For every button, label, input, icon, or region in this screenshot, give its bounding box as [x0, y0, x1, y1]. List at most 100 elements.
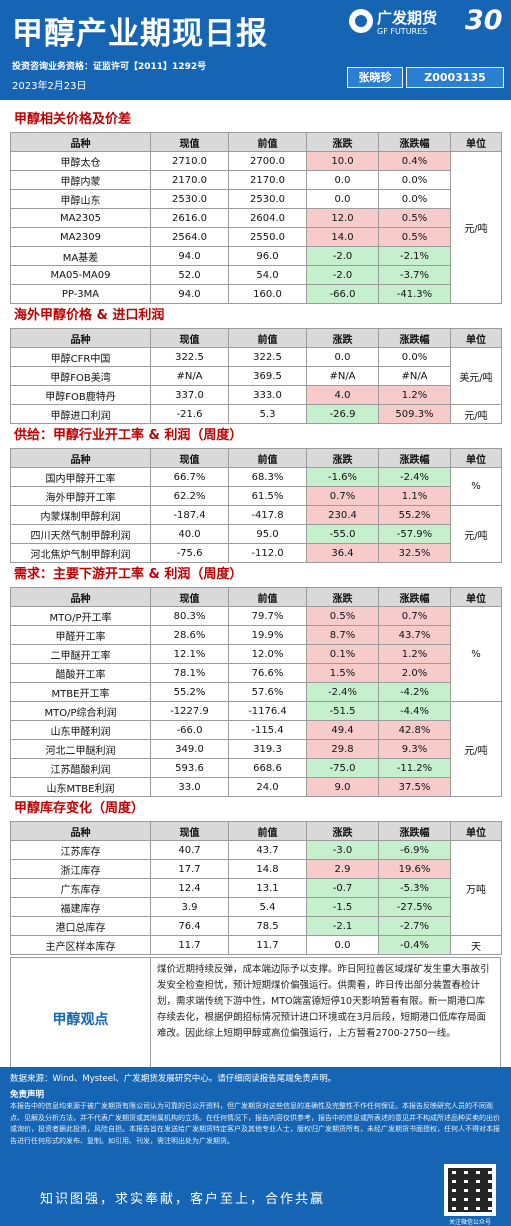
table-cell: 4.0 [306, 385, 379, 405]
column-header: 涨跌幅 [378, 587, 451, 607]
table-cell: 94.0 [150, 284, 229, 304]
table-cell: 0.5% [378, 208, 451, 228]
table-cell: 40.0 [150, 524, 229, 544]
table-cell: 0.0 [306, 189, 379, 209]
table-row: 主产区样本库存 11.7 11.7 0.0 -0.4% 天 [10, 935, 502, 955]
table-cell: -27.5% [378, 897, 451, 917]
table-cell: MA2309 [10, 227, 151, 247]
table-cell: 32.5% [378, 543, 451, 563]
column-header: 涨跌 [306, 821, 379, 841]
table-cell: 港口总库存 [10, 916, 151, 936]
table-cell: 主产区样本库存 [10, 935, 151, 955]
column-header: 前值 [228, 132, 307, 152]
column-header: 涨跌 [306, 328, 379, 348]
table-row: 广东库存 12.4 13.1 -0.7 -5.3% [10, 878, 502, 898]
license-text: 投资咨询业务资格：证监许可【2011】1292号 [12, 62, 207, 72]
table-cell: 0.0 [306, 935, 379, 955]
table-cell: 2530.0 [150, 189, 229, 209]
table-row: 福建库存 3.9 5.4 -1.5 -27.5% [10, 897, 502, 917]
table-cell: 333.0 [228, 385, 307, 405]
table-cell: 二甲醚开工率 [10, 644, 151, 664]
table-cell: -4.4% [378, 701, 451, 721]
table-cell: 江苏醋酸利润 [10, 758, 151, 778]
table-cell: 80.3% [150, 606, 229, 626]
table-cell: 甲醛开工率 [10, 625, 151, 645]
table-cell: 33.0 [150, 777, 229, 797]
table-cell: -1.5 [306, 897, 379, 917]
column-header: 品种 [10, 328, 151, 348]
table-cell: 1.5% [306, 663, 379, 683]
table-cell: 76.6% [228, 663, 307, 683]
table-cell: 0.0% [378, 189, 451, 209]
table-cell: -3.0 [306, 840, 379, 860]
table-cell: -75.6 [150, 543, 229, 563]
table-cell: 0.0% [378, 170, 451, 190]
table-row: MA2309 2564.0 2550.0 14.0 0.5% [10, 227, 502, 247]
table-cell: 1.2% [378, 385, 451, 405]
table-cell: -1227.9 [150, 701, 229, 721]
table-cell: 13.1 [228, 878, 307, 898]
table-cell: 0.5% [306, 606, 379, 626]
table-cell: 54.0 [228, 265, 307, 285]
table-cell: 2564.0 [150, 227, 229, 247]
report-footer: 数据来源：Wind、Mysteel、广发期货发展研究中心。请仔细阅读报告尾端免责… [0, 1067, 511, 1226]
column-header: 单位 [450, 448, 502, 468]
table-cell: 68.3% [228, 467, 307, 487]
logo-cn-text: 广发期货 [377, 9, 438, 27]
column-header: 现值 [150, 587, 229, 607]
table-cell: 5.3 [228, 404, 307, 424]
table-cell: 349.0 [150, 739, 229, 759]
table-cell: -1.6% [306, 467, 379, 487]
column-header: 现值 [150, 328, 229, 348]
table-cell: 19.6% [378, 859, 451, 879]
table-header-row: 品种 现值 前值 涨跌 涨跌幅 单位 [10, 587, 502, 607]
table-cell: -21.6 [150, 404, 229, 424]
unit-cell: 元/吨 [450, 505, 502, 563]
table-cell: -417.8 [228, 505, 307, 525]
table-cell: 96.0 [228, 246, 307, 266]
table-header-row: 品种 现值 前值 涨跌 涨跌幅 单位 [10, 328, 502, 348]
section-title: 供给：甲醇行业开工率 & 利润（周度） [14, 428, 243, 443]
company-logo: 广发期货 GF FUTURES 30 [349, 5, 505, 51]
table-cell: -187.4 [150, 505, 229, 525]
qr-code-icon [448, 1168, 492, 1212]
unit-cell: 元/吨 [450, 151, 502, 304]
table-row: 河北二甲醚利润 349.0 319.3 29.8 9.3% [10, 739, 502, 759]
table-cell: 四川天然气制甲醇利润 [10, 524, 151, 544]
table-cell: 2170.0 [228, 170, 307, 190]
table-cell: 2.9 [306, 859, 379, 879]
table-cell: 28.6% [150, 625, 229, 645]
report-header: 甲醇产业期现日报 广发期货 GF FUTURES 30 投资咨询业务资格：证监许… [0, 0, 511, 100]
table-cell: 0.0 [306, 170, 379, 190]
view-label: 甲醇观点 [11, 958, 151, 1080]
table-cell: -112.0 [228, 543, 307, 563]
section-table: 品种 现值 前值 涨跌 涨跌幅 单位 江苏库存 40.7 43.7 -3.0 -6.9% 万吨 浙江库存… [10, 821, 502, 955]
table-cell: 230.4 [306, 505, 379, 525]
table-cell: MTO/P开工率 [10, 606, 151, 626]
table-cell: 369.5 [228, 366, 307, 386]
column-header: 涨跌 [306, 132, 379, 152]
table-cell: -51.5 [306, 701, 379, 721]
logo-en-text: GF FUTURES [377, 27, 428, 36]
table-cell: MA05-MA09 [10, 265, 151, 285]
column-header: 涨跌幅 [378, 448, 451, 468]
table-header-row: 品种 现值 前值 涨跌 涨跌幅 单位 [10, 448, 502, 468]
table-cell: 山东MTBE利润 [10, 777, 151, 797]
table-cell: 2710.0 [150, 151, 229, 171]
table-row: 山东甲醛利润 -66.0 -115.4 49.4 42.8% [10, 720, 502, 740]
table-cell: 95.0 [228, 524, 307, 544]
table-cell: -2.0 [306, 265, 379, 285]
table-cell: -0.7 [306, 878, 379, 898]
table-cell: #N/A [150, 366, 229, 386]
table-cell: 322.5 [150, 347, 229, 367]
table-row: MA05-MA09 52.0 54.0 -2.0 -3.7% [10, 265, 502, 285]
table-row: 内蒙煤制甲醇利润 -187.4 -417.8 230.4 55.2% 元/吨 [10, 505, 502, 563]
table-row: 甲醛开工率 28.6% 19.9% 8.7% 43.7% [10, 625, 502, 645]
table-cell: 12.1% [150, 644, 229, 664]
table-cell: #N/A [306, 366, 379, 386]
table-cell: -57.9% [378, 524, 451, 544]
table-cell: 66.7% [150, 467, 229, 487]
table-cell: 62.2% [150, 486, 229, 506]
table-cell: 甲醇CFR中国 [10, 347, 151, 367]
